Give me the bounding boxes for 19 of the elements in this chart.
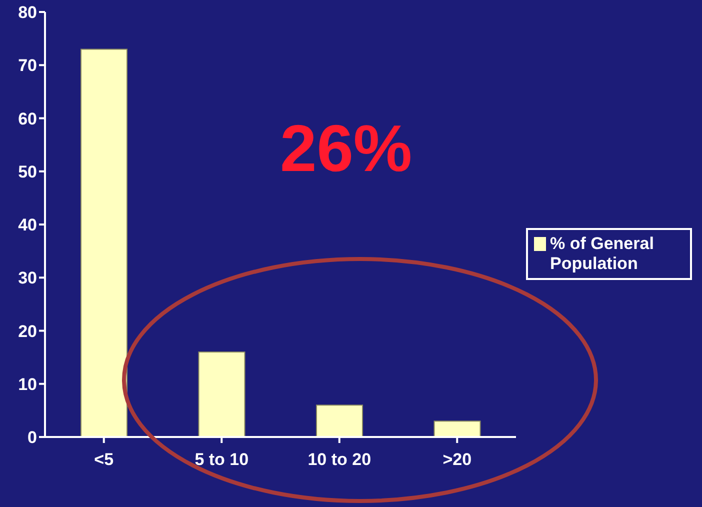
y-tick-label: 10 — [18, 374, 37, 394]
x-tick-label: 5 to 10 — [194, 450, 249, 470]
annotation: 26% — [280, 110, 412, 186]
bar — [198, 352, 246, 437]
y-tick-label: 0 — [28, 428, 37, 448]
y-tick-label: 80 — [18, 3, 37, 22]
y-tick-label: 60 — [18, 109, 37, 128]
bar — [80, 48, 128, 437]
y-tick-label: 70 — [18, 56, 37, 76]
x-tick-label: 10 to 20 — [308, 450, 372, 470]
y-tick-label: 30 — [18, 268, 37, 288]
y-tick-label: 20 — [18, 322, 37, 341]
legend-label: % of General Population — [550, 234, 655, 274]
x-tick-label: <5 — [94, 450, 114, 470]
bar — [316, 404, 363, 437]
bar — [434, 420, 481, 437]
x-tick-label: >20 — [442, 450, 472, 470]
y-tick-label: 40 — [18, 216, 37, 235]
y-tick-label: 50 — [18, 162, 37, 182]
